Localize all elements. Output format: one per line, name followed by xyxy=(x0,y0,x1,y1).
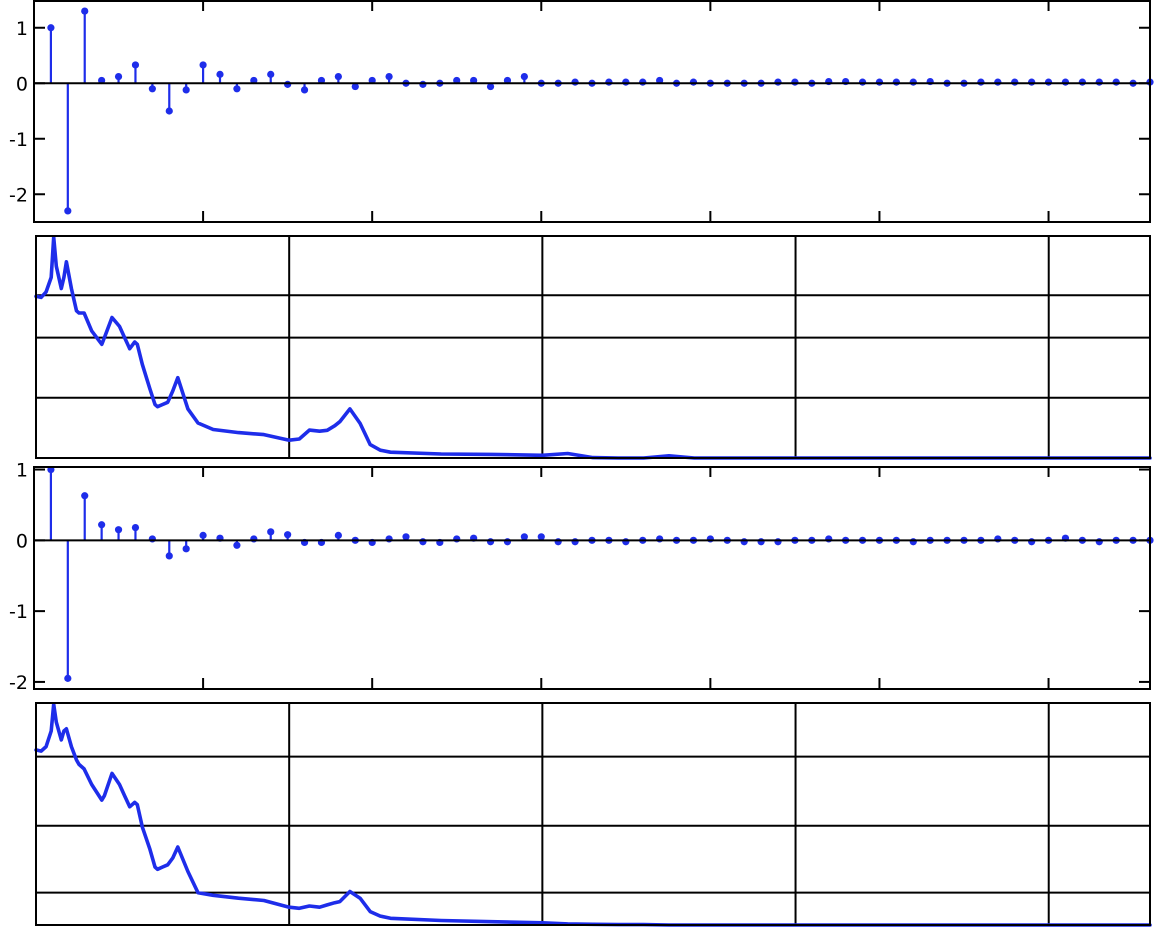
stem-marker-29 xyxy=(537,533,545,541)
stem-marker-20 xyxy=(385,72,393,81)
y-tick-label-0: -2 xyxy=(9,184,28,206)
stem-marker-38 xyxy=(689,78,698,86)
stem-marker-26 xyxy=(486,538,495,546)
axes-frame xyxy=(33,0,1151,223)
stem-marker-20 xyxy=(385,535,393,543)
stem-marker-26 xyxy=(486,82,495,91)
stem-marker-17 xyxy=(334,531,342,539)
stem-marker-2 xyxy=(81,7,89,15)
stem-marker-50 xyxy=(892,78,900,86)
stem-marker-15 xyxy=(300,86,309,94)
stem-marker-1 xyxy=(64,207,72,215)
y-tick-label-0: -2 xyxy=(9,672,28,694)
stem-marker-39 xyxy=(706,535,714,543)
y-tick-label-1: -1 xyxy=(9,601,28,623)
stem-marker-60 xyxy=(1061,78,1070,86)
stem-marker-27 xyxy=(503,538,512,546)
stem-marker-7 xyxy=(165,107,173,115)
stem-marker-5 xyxy=(131,61,140,69)
axes-frame xyxy=(33,466,1151,690)
stem-marker-12 xyxy=(250,535,258,543)
stem-marker-33 xyxy=(605,78,613,86)
stem-marker-61 xyxy=(1078,78,1086,86)
spectrum-plot-1 xyxy=(34,235,1152,460)
stem-marker-59 xyxy=(1044,78,1053,86)
stem-marker-17 xyxy=(334,72,342,81)
stem-marker-4 xyxy=(114,72,123,81)
stem-marker-6 xyxy=(148,85,156,93)
stem-marker-28 xyxy=(520,72,528,81)
stem-marker-14 xyxy=(284,80,292,88)
stem-marker-51 xyxy=(909,78,917,86)
stem-marker-24 xyxy=(453,535,461,543)
stem-marker-46 xyxy=(825,535,833,543)
stem-marker-51 xyxy=(909,538,917,546)
stem-marker-13 xyxy=(267,528,275,536)
stem-marker-48 xyxy=(858,78,867,86)
stem-marker-58 xyxy=(1028,538,1036,546)
stem-marker-8 xyxy=(182,545,190,553)
stem-marker-63 xyxy=(1112,78,1120,86)
stem-marker-5 xyxy=(131,523,140,532)
stem-marker-57 xyxy=(1011,78,1019,86)
stem-marker-6 xyxy=(148,535,156,543)
stem-marker-8 xyxy=(182,86,190,94)
stem-marker-28 xyxy=(520,533,528,541)
axes-frame xyxy=(35,235,1151,459)
stem-marker-21 xyxy=(402,533,410,541)
stem-marker-9 xyxy=(199,531,207,539)
stem-marker-13 xyxy=(267,70,275,78)
y-tick-label-1: -1 xyxy=(9,129,28,151)
stem-marker-2 xyxy=(81,492,89,500)
stem-marker-36 xyxy=(656,535,664,543)
stem-marker-35 xyxy=(639,78,647,86)
y-tick-label-3: 1 xyxy=(16,18,28,40)
stem-marker-55 xyxy=(977,78,985,86)
stem-plot-1: -2 -1 0 1 xyxy=(9,0,1154,223)
y-tick-label-2: 0 xyxy=(16,530,28,552)
stem-marker-42 xyxy=(757,538,765,546)
stem-marker-11 xyxy=(233,85,241,93)
stem-marker-9 xyxy=(199,61,207,69)
stem-marker-11 xyxy=(233,541,241,549)
stem-marker-30 xyxy=(554,538,562,546)
stem-marker-31 xyxy=(571,538,579,546)
stem-marker-22 xyxy=(419,80,427,88)
stem-marker-43 xyxy=(774,78,782,86)
stem-marker-10 xyxy=(216,70,224,78)
spectrum-plot-2 xyxy=(34,702,1152,927)
stem-marker-7 xyxy=(165,552,173,560)
stem-marker-41 xyxy=(740,538,748,546)
stem-marker-18 xyxy=(351,82,359,91)
stem-marker-14 xyxy=(284,531,292,539)
stem-marker-58 xyxy=(1028,78,1036,86)
stem-marker-62 xyxy=(1095,538,1103,546)
stem-marker-62 xyxy=(1095,78,1103,86)
spectrum-line xyxy=(34,235,1152,460)
axes-frame xyxy=(35,702,1151,926)
stem-marker-43 xyxy=(774,538,782,546)
stem-marker-56 xyxy=(994,535,1002,543)
stem-marker-22 xyxy=(419,538,427,546)
stem-marker-31 xyxy=(571,78,579,86)
stem-plot-2: -2 -1 0 1 xyxy=(9,460,1154,694)
stem-marker-3 xyxy=(98,521,106,529)
stem-marker-34 xyxy=(622,538,630,546)
y-tick-label-2: 0 xyxy=(16,73,28,95)
stem-marker-34 xyxy=(622,78,630,86)
stem-marker-56 xyxy=(994,78,1002,86)
stem-marker-1 xyxy=(64,674,72,682)
stem-marker-49 xyxy=(875,78,884,86)
stem-marker-44 xyxy=(791,78,799,86)
stem-marker-0 xyxy=(47,24,55,32)
stem-marker-4 xyxy=(114,526,123,534)
y-tick-label-3: 1 xyxy=(16,460,28,482)
